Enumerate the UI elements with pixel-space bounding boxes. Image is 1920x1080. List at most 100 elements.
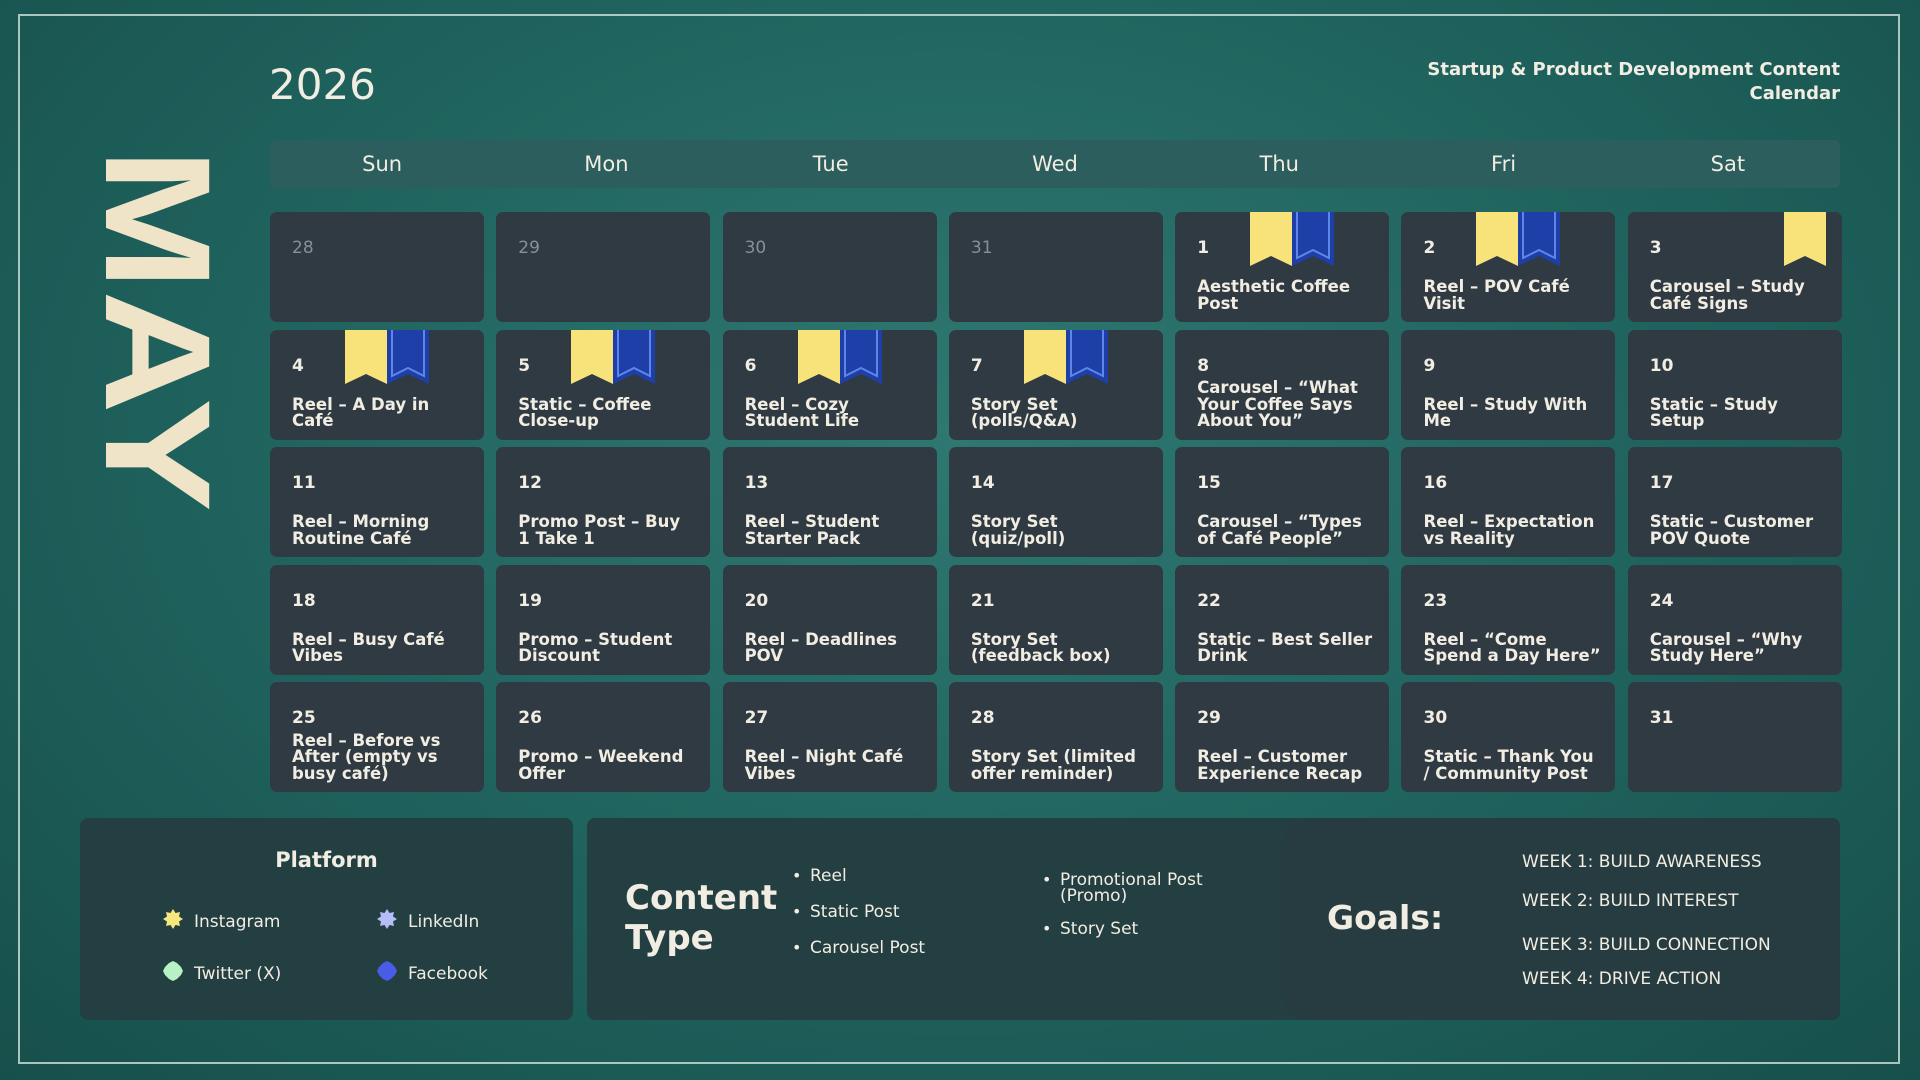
calendar-day-cell[interactable]: 18 Reel – Busy Café Vibes [270, 564, 484, 675]
calendar-day-cell[interactable]: 30 [722, 212, 937, 322]
calendar-day-cell[interactable]: 31 [1627, 682, 1842, 792]
weekday-header: Sun Mon Tue Wed Thu Fri Sat [270, 140, 1840, 188]
content-title: Static – Coffee Close-up [518, 394, 652, 430]
content-title: Static – Best Seller Drink [1197, 629, 1373, 665]
content-title: Promo – Student Discount [518, 629, 673, 665]
day-number: 14 [970, 473, 995, 493]
calendar-day-cell[interactable]: 10 Static – Study Setup [1627, 329, 1842, 440]
calendar-day-cell[interactable]: 26 Promo – Weekend Offer [496, 682, 711, 792]
list-item: Static Post [792, 904, 992, 921]
calendar-day-cell[interactable]: 15 Carousel – “Types of Café People” [1175, 447, 1390, 557]
content-title: Reel – Morning Routine Café [292, 512, 430, 548]
month-label: MAY [88, 148, 228, 512]
calendar-day-cell[interactable]: 8 Carousel – “What Your Coffee Says About… [1175, 329, 1390, 440]
calendar-day-cell[interactable]: 17 Static – Customer POV Quote [1627, 447, 1842, 557]
weekday-tue: Tue [812, 152, 849, 176]
calendar-day-cell[interactable]: 30 Static – Thank You / Community Post [1401, 682, 1616, 792]
calendar-day-cell[interactable]: 14 Story Set (quiz/poll) [948, 447, 1163, 557]
calendar-subtitle: Startup & Product Development Content Ca… [1427, 59, 1840, 104]
content-title: Reel – A Day in Café [292, 394, 430, 430]
calendar-day-cell[interactable]: 7 Story Set (polls/Q&A) [948, 329, 1163, 440]
month-text: MAY [88, 148, 228, 512]
content-title: Story Set (limited offer reminder) [970, 747, 1136, 783]
calendar-day-cell[interactable]: 28 Story Set (limited offer reminder) [948, 682, 1163, 792]
calendar-day-cell[interactable]: 21 Story Set (feedback box) [948, 564, 1163, 675]
content-title: Reel – POV Café Visit [1423, 277, 1570, 313]
content-title: Story Set (polls/Q&A) [970, 394, 1078, 430]
day-number: 21 [970, 590, 995, 611]
calendar-day-cell[interactable]: 6 Reel – Cozy Student Life [722, 329, 937, 440]
day-number: 22 [1197, 590, 1221, 611]
calendar-day-cell[interactable]: 12 Promo Post – Buy 1 Take 1 [496, 447, 711, 557]
content-title: Carousel – “Why Study Here” [1649, 629, 1803, 665]
weekday-wed: Wed [1032, 152, 1078, 176]
calendar-day-cell[interactable]: 29 [496, 212, 711, 322]
weekday-mon: Mon [584, 152, 629, 176]
calendar-day-cell[interactable]: 23 Reel – “Come Spend a Day Here” [1401, 564, 1616, 675]
calendar-day-cell[interactable]: 2 Reel – POV Café Visit [1401, 212, 1616, 322]
facebook-ribbon-icon [613, 329, 656, 384]
content-title: Carousel – “What Your Coffee Says About … [1197, 378, 1358, 430]
day-number: 27 [744, 708, 769, 728]
calendar-day-cell[interactable]: 25 Reel – Before vs After (empty vs busy … [270, 682, 484, 792]
calendar-day-cell[interactable]: 28 [270, 212, 484, 322]
day-number: 8 [1197, 355, 1210, 376]
day-number: 25 [292, 708, 316, 728]
calendar-day-cell[interactable]: 22 Static – Best Seller Drink [1175, 564, 1390, 675]
content-title: Reel – Cozy Student Life [744, 394, 860, 430]
day-number: 4 [292, 355, 304, 376]
calendar-day-cell[interactable]: 4 Reel – A Day in Café [270, 329, 484, 440]
list-item: Promotional Post (Promo) [1042, 872, 1232, 905]
content-title: Reel – Before vs After (empty vs busy ca… [292, 730, 441, 783]
goal-week-2: WEEK 2: BUILD INTEREST [1522, 891, 1739, 911]
day-number: 2 [1423, 238, 1436, 258]
day-number: 18 [292, 590, 316, 611]
content-title: Reel – Night Café Vibes [744, 747, 904, 783]
goal-week-1: WEEK 1: BUILD AWARENESS [1522, 852, 1762, 872]
calendar-day-cell[interactable]: 27 Reel – Night Café Vibes [722, 682, 937, 792]
day-number: 6 [744, 355, 757, 376]
content-type-list-1: Reel Static Post Carousel Post [792, 868, 992, 973]
goals-panel: Goals: WEEK 1: BUILD AWARENESS WEEK 2: B… [1282, 818, 1840, 1020]
content-title: Reel – Busy Café Vibes [292, 629, 445, 665]
content-title: Static – Thank You / Community Post [1423, 747, 1594, 783]
instagram-ribbon-icon [345, 329, 387, 384]
facebook-ribbon-icon [387, 329, 429, 384]
calendar-day-cell[interactable]: 20 Reel – Deadlines POV [722, 564, 937, 675]
day-number: 3 [1649, 238, 1662, 258]
instagram-ribbon-icon [571, 329, 614, 384]
twitter-icon [162, 960, 184, 987]
content-title: Aesthetic Coffee Post [1197, 277, 1351, 313]
day-number: 16 [1423, 473, 1448, 493]
day-number: 10 [1649, 355, 1674, 376]
content-title: Story Set (feedback box) [970, 629, 1111, 665]
instagram-ribbon-icon [1476, 212, 1519, 266]
calendar-day-cell[interactable]: 1 Aesthetic Coffee Post [1175, 212, 1390, 322]
year-label: 2026 [269, 60, 376, 109]
goal-week-4: WEEK 4: DRIVE ACTION [1522, 969, 1722, 989]
day-number: 5 [518, 355, 531, 376]
calendar-day-cell[interactable]: 3 Carousel – Study Café Signs [1627, 212, 1842, 322]
platform-legend: Platform Instagram LinkedIn Twitter (X) … [80, 818, 573, 1020]
facebook-ribbon-icon [839, 329, 882, 384]
day-number: 24 [1649, 590, 1674, 611]
legend-twitter: Twitter (X) [162, 960, 281, 987]
weekday-sat: Sat [1710, 152, 1746, 176]
content-title: Story Set (quiz/poll) [970, 512, 1066, 548]
instagram-ribbon-icon [797, 329, 840, 384]
calendar-day-cell[interactable]: 19 Promo – Student Discount [496, 564, 711, 675]
day-number: 15 [1197, 473, 1221, 493]
calendar-day-cell[interactable]: 9 Reel – Study With Me [1401, 329, 1616, 440]
day-number: 26 [518, 708, 542, 728]
calendar-day-cell[interactable]: 29 Reel – Customer Experience Recap [1175, 682, 1390, 792]
content-title: Promo – Weekend Offer [518, 747, 684, 783]
calendar-day-cell[interactable]: 11 Reel – Morning Routine Café [270, 447, 484, 557]
calendar-day-cell[interactable]: 31 [948, 212, 1163, 322]
calendar-day-cell[interactable]: 16 Reel – Expectation vs Reality [1401, 447, 1616, 557]
calendar-day-cell[interactable]: 24 Carousel – “Why Study Here” [1627, 564, 1842, 675]
content-title: Reel – “Come Spend a Day Here” [1423, 629, 1601, 665]
content-title: Carousel – Study Café Signs [1649, 277, 1805, 313]
weekday-thu: Thu [1259, 152, 1299, 176]
calendar-day-cell[interactable]: 13 Reel – Student Starter Pack [722, 447, 937, 557]
calendar-day-cell[interactable]: 5 Static – Coffee Close-up [496, 329, 711, 440]
